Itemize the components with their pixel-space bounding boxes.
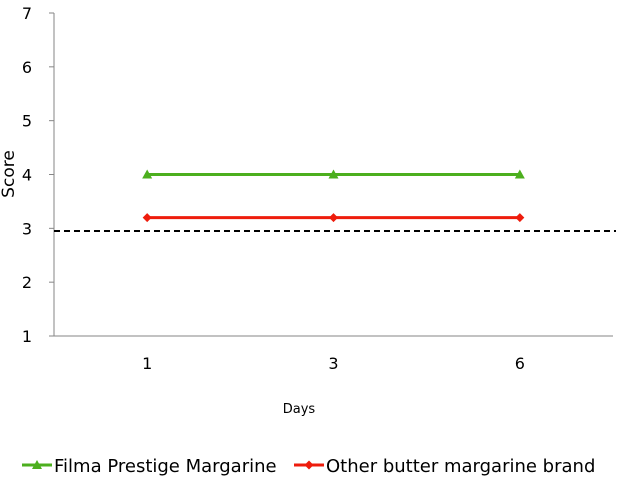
legend-label: Filma Prestige Margarine: [54, 456, 277, 477]
y-tick-label: 5: [22, 112, 32, 131]
x-tick-label: 3: [328, 354, 338, 373]
legend-marker: [32, 460, 42, 469]
data-point: [142, 169, 153, 179]
y-ticks: 1 2 3 4 5 6 7: [22, 4, 54, 346]
y-tick-label: 4: [22, 166, 32, 185]
y-axis-label: Score: [0, 150, 19, 198]
x-ticks: 1 3 6: [142, 354, 525, 373]
data-point: [142, 213, 152, 223]
data-point: [515, 213, 525, 223]
series-1: [142, 169, 525, 179]
x-tick-label: 6: [515, 354, 525, 373]
y-tick-label: 1: [22, 327, 32, 346]
y-tick-label: 2: [22, 273, 32, 292]
series-2: [142, 213, 525, 223]
y-tick-label: 6: [22, 58, 32, 77]
series-group: [142, 169, 525, 223]
legend-item: Other butter margarine brand: [294, 456, 595, 477]
legend-marker: [304, 460, 314, 470]
data-point: [514, 169, 525, 179]
y-tick-label: 7: [22, 4, 32, 23]
data-point: [329, 213, 338, 223]
legend-label: Other butter margarine brand: [326, 456, 595, 477]
legend-item: Filma Prestige Margarine: [22, 456, 277, 477]
legend: Filma Prestige Margarine Other butter mar…: [22, 456, 595, 477]
x-tick-label: 1: [142, 354, 152, 373]
x-axis-label: Days: [283, 402, 316, 417]
y-tick-label: 3: [22, 219, 32, 238]
data-point: [328, 169, 339, 179]
